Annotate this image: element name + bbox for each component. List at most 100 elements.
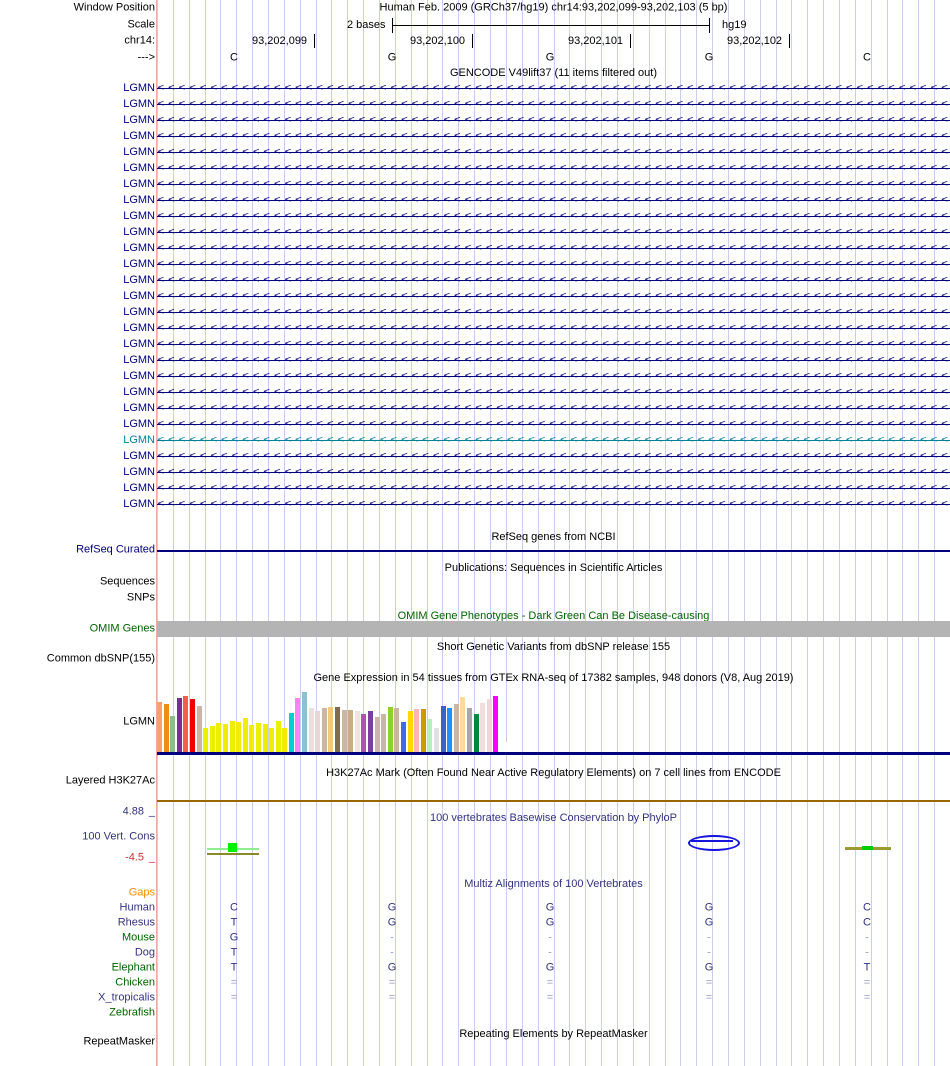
refseq-curated-label[interactable]: RefSeq Curated bbox=[76, 543, 155, 556]
repeatmasker-label[interactable]: RepeatMasker bbox=[83, 1035, 155, 1048]
gene-name-label[interactable]: LGMN bbox=[123, 418, 155, 430]
gtex-tissue-bar[interactable] bbox=[308, 708, 314, 754]
gene-name-label[interactable]: LGMN bbox=[123, 258, 155, 270]
gtex-tissue-bar[interactable] bbox=[249, 725, 255, 754]
gene-name-label[interactable]: LGMN bbox=[123, 178, 155, 190]
gene-name-label[interactable]: LGMN bbox=[123, 194, 155, 206]
gene-name-label[interactable]: LGMN bbox=[123, 386, 155, 398]
gtex-tissue-bar[interactable] bbox=[216, 723, 222, 754]
publications-sequences-label[interactable]: Sequences bbox=[99, 575, 155, 588]
gtex-tissue-bar[interactable] bbox=[427, 719, 433, 754]
gtex-tissue-bar[interactable] bbox=[460, 697, 466, 754]
gtex-tissue-bar[interactable] bbox=[420, 709, 426, 754]
gencode-gene-row[interactable]: LGMN <<<<<<<<<<<<<<<<<<<<<<<<<<<<<<<<<<<<… bbox=[123, 464, 950, 480]
gtex-tissue-bar[interactable] bbox=[387, 707, 393, 754]
gtex-tissue-bar[interactable] bbox=[229, 721, 235, 754]
omim-gene-bar[interactable] bbox=[157, 621, 950, 637]
publications-snps-label[interactable]: SNPs bbox=[126, 591, 155, 604]
gencode-gene-row[interactable]: LGMN <<<<<<<<<<<<<<<<<<<<<<<<<<<<<<<<<<<<… bbox=[123, 336, 950, 352]
gtex-tissue-bar[interactable] bbox=[189, 699, 195, 754]
gtex-tissue-bar[interactable] bbox=[183, 696, 189, 754]
gtex-tissue-bar[interactable] bbox=[440, 706, 446, 754]
dbsnp-label[interactable]: Common dbSNP(155) bbox=[46, 652, 155, 665]
gencode-gene-row[interactable]: LGMN <<<<<<<<<<<<<<<<<<<<<<<<<<<<<<<<<<<<… bbox=[123, 112, 950, 128]
gtex-tissue-bar[interactable] bbox=[335, 707, 341, 754]
gencode-gene-row[interactable]: LGMN <<<<<<<<<<<<<<<<<<<<<<<<<<<<<<<<<<<<… bbox=[123, 192, 950, 208]
gtex-bars[interactable] bbox=[157, 690, 513, 754]
gtex-tissue-bar[interactable] bbox=[447, 708, 453, 754]
gtex-tissue-bar[interactable] bbox=[361, 714, 367, 754]
gtex-tissue-bar[interactable] bbox=[453, 704, 459, 754]
gtex-tissue-bar[interactable] bbox=[269, 728, 275, 754]
gtex-tissue-bar[interactable] bbox=[466, 708, 472, 754]
gtex-tissue-bar[interactable] bbox=[170, 716, 176, 754]
gene-name-label[interactable]: LGMN bbox=[123, 130, 155, 142]
multiz-species-label[interactable]: Rhesus bbox=[117, 916, 155, 929]
gtex-tissue-bar[interactable] bbox=[480, 703, 486, 754]
gene-name-label[interactable]: LGMN bbox=[123, 370, 155, 382]
gtex-tissue-bar[interactable] bbox=[203, 728, 209, 754]
gene-name-label[interactable]: LGMN bbox=[123, 338, 155, 350]
gencode-gene-row[interactable]: LGMN <<<<<<<<<<<<<<<<<<<<<<<<<<<<<<<<<<<<… bbox=[123, 288, 950, 304]
gene-name-label[interactable]: LGMN bbox=[123, 226, 155, 238]
gene-name-label[interactable]: LGMN bbox=[123, 242, 155, 254]
gene-name-label[interactable]: LGMN bbox=[123, 434, 155, 446]
gencode-gene-row[interactable]: LGMN <<<<<<<<<<<<<<<<<<<<<<<<<<<<<<<<<<<<… bbox=[123, 256, 950, 272]
gtex-tissue-bar[interactable] bbox=[374, 717, 380, 754]
gencode-gene-row[interactable]: LGMN <<<<<<<<<<<<<<<<<<<<<<<<<<<<<<<<<<<<… bbox=[123, 272, 950, 288]
gtex-tissue-bar[interactable] bbox=[368, 711, 373, 754]
gtex-tissue-bar[interactable] bbox=[236, 722, 242, 754]
gencode-gene-row[interactable]: LGMN <<<<<<<<<<<<<<<<<<<<<<<<<<<<<<<<<<<<… bbox=[123, 432, 950, 448]
gtex-tissue-bar[interactable] bbox=[209, 726, 215, 754]
conservation-label[interactable]: 100 Vert. Cons bbox=[82, 830, 155, 843]
gene-name-label[interactable]: LGMN bbox=[123, 498, 155, 510]
multiz-species-label[interactable]: X_tropicalis bbox=[98, 991, 155, 1004]
gene-name-label[interactable]: LGMN bbox=[123, 354, 155, 366]
h3k27ac-label[interactable]: Layered H3K27Ac bbox=[65, 774, 155, 787]
gencode-gene-row[interactable]: LGMN <<<<<<<<<<<<<<<<<<<<<<<<<<<<<<<<<<<<… bbox=[123, 368, 950, 384]
gtex-tissue-bar[interactable] bbox=[354, 711, 360, 754]
gencode-gene-row[interactable]: LGMN <<<<<<<<<<<<<<<<<<<<<<<<<<<<<<<<<<<<… bbox=[123, 176, 950, 192]
gtex-tissue-bar[interactable] bbox=[328, 707, 334, 754]
gencode-gene-row[interactable]: LGMN <<<<<<<<<<<<<<<<<<<<<<<<<<<<<<<<<<<<… bbox=[123, 352, 950, 368]
multiz-species-label[interactable]: Human bbox=[119, 901, 155, 914]
gencode-gene-row[interactable]: LGMN <<<<<<<<<<<<<<<<<<<<<<<<<<<<<<<<<<<<… bbox=[123, 160, 950, 176]
gtex-tissue-bar[interactable] bbox=[407, 711, 413, 754]
gtex-tissue-bar[interactable] bbox=[473, 714, 479, 754]
gtex-tissue-bar[interactable] bbox=[262, 724, 268, 754]
gtex-tissue-bar[interactable] bbox=[222, 724, 228, 754]
gencode-gene-row[interactable]: LGMN <<<<<<<<<<<<<<<<<<<<<<<<<<<<<<<<<<<<… bbox=[123, 496, 950, 512]
gencode-gene-row[interactable]: LGMN <<<<<<<<<<<<<<<<<<<<<<<<<<<<<<<<<<<<… bbox=[123, 448, 950, 464]
multiz-species-label[interactable]: Chicken bbox=[115, 976, 155, 989]
gtex-tissue-bar[interactable] bbox=[275, 721, 281, 754]
gencode-gene-row[interactable]: LGMN <<<<<<<<<<<<<<<<<<<<<<<<<<<<<<<<<<<<… bbox=[123, 240, 950, 256]
gencode-gene-row[interactable]: LGMN <<<<<<<<<<<<<<<<<<<<<<<<<<<<<<<<<<<<… bbox=[123, 384, 950, 400]
gene-name-label[interactable]: LGMN bbox=[123, 210, 155, 222]
gtex-tissue-bar[interactable] bbox=[381, 714, 387, 754]
gene-name-label[interactable]: LGMN bbox=[123, 306, 155, 318]
gtex-tissue-bar[interactable] bbox=[315, 711, 321, 754]
multiz-species-label[interactable]: Zebrafish bbox=[109, 1006, 155, 1019]
gencode-gene-row[interactable]: LGMN <<<<<<<<<<<<<<<<<<<<<<<<<<<<<<<<<<<<… bbox=[123, 320, 950, 336]
gtex-tissue-bar[interactable] bbox=[163, 704, 169, 754]
gencode-gene-row[interactable]: LGMN <<<<<<<<<<<<<<<<<<<<<<<<<<<<<<<<<<<<… bbox=[123, 96, 950, 112]
gencode-gene-row[interactable]: LGMN <<<<<<<<<<<<<<<<<<<<<<<<<<<<<<<<<<<<… bbox=[123, 224, 950, 240]
refseq-feature-line[interactable] bbox=[157, 550, 950, 552]
gencode-gene-row[interactable]: LGMN <<<<<<<<<<<<<<<<<<<<<<<<<<<<<<<<<<<<… bbox=[123, 400, 950, 416]
gtex-tissue-bar[interactable] bbox=[196, 706, 202, 754]
gtex-bar-chart[interactable] bbox=[0, 688, 950, 754]
multiz-species-label[interactable]: Dog bbox=[134, 946, 155, 959]
gtex-tissue-bar[interactable] bbox=[255, 723, 261, 754]
gtex-tissue-bar[interactable] bbox=[302, 692, 308, 754]
gencode-gene-row[interactable]: LGMN <<<<<<<<<<<<<<<<<<<<<<<<<<<<<<<<<<<<… bbox=[123, 416, 950, 432]
gencode-gene-row[interactable]: LGMN <<<<<<<<<<<<<<<<<<<<<<<<<<<<<<<<<<<<… bbox=[123, 80, 950, 96]
gtex-tissue-bar[interactable] bbox=[176, 698, 182, 754]
gtex-tissue-bar[interactable] bbox=[486, 699, 492, 754]
gtex-tissue-bar[interactable] bbox=[506, 742, 512, 754]
gene-name-label[interactable]: LGMN bbox=[123, 466, 155, 478]
gene-name-label[interactable]: LGMN bbox=[123, 82, 155, 94]
omim-genes-label[interactable]: OMIM Genes bbox=[89, 622, 155, 635]
gtex-tissue-bar[interactable] bbox=[348, 710, 354, 754]
gtex-tissue-bar[interactable] bbox=[394, 708, 400, 754]
gene-name-label[interactable]: LGMN bbox=[123, 402, 155, 414]
